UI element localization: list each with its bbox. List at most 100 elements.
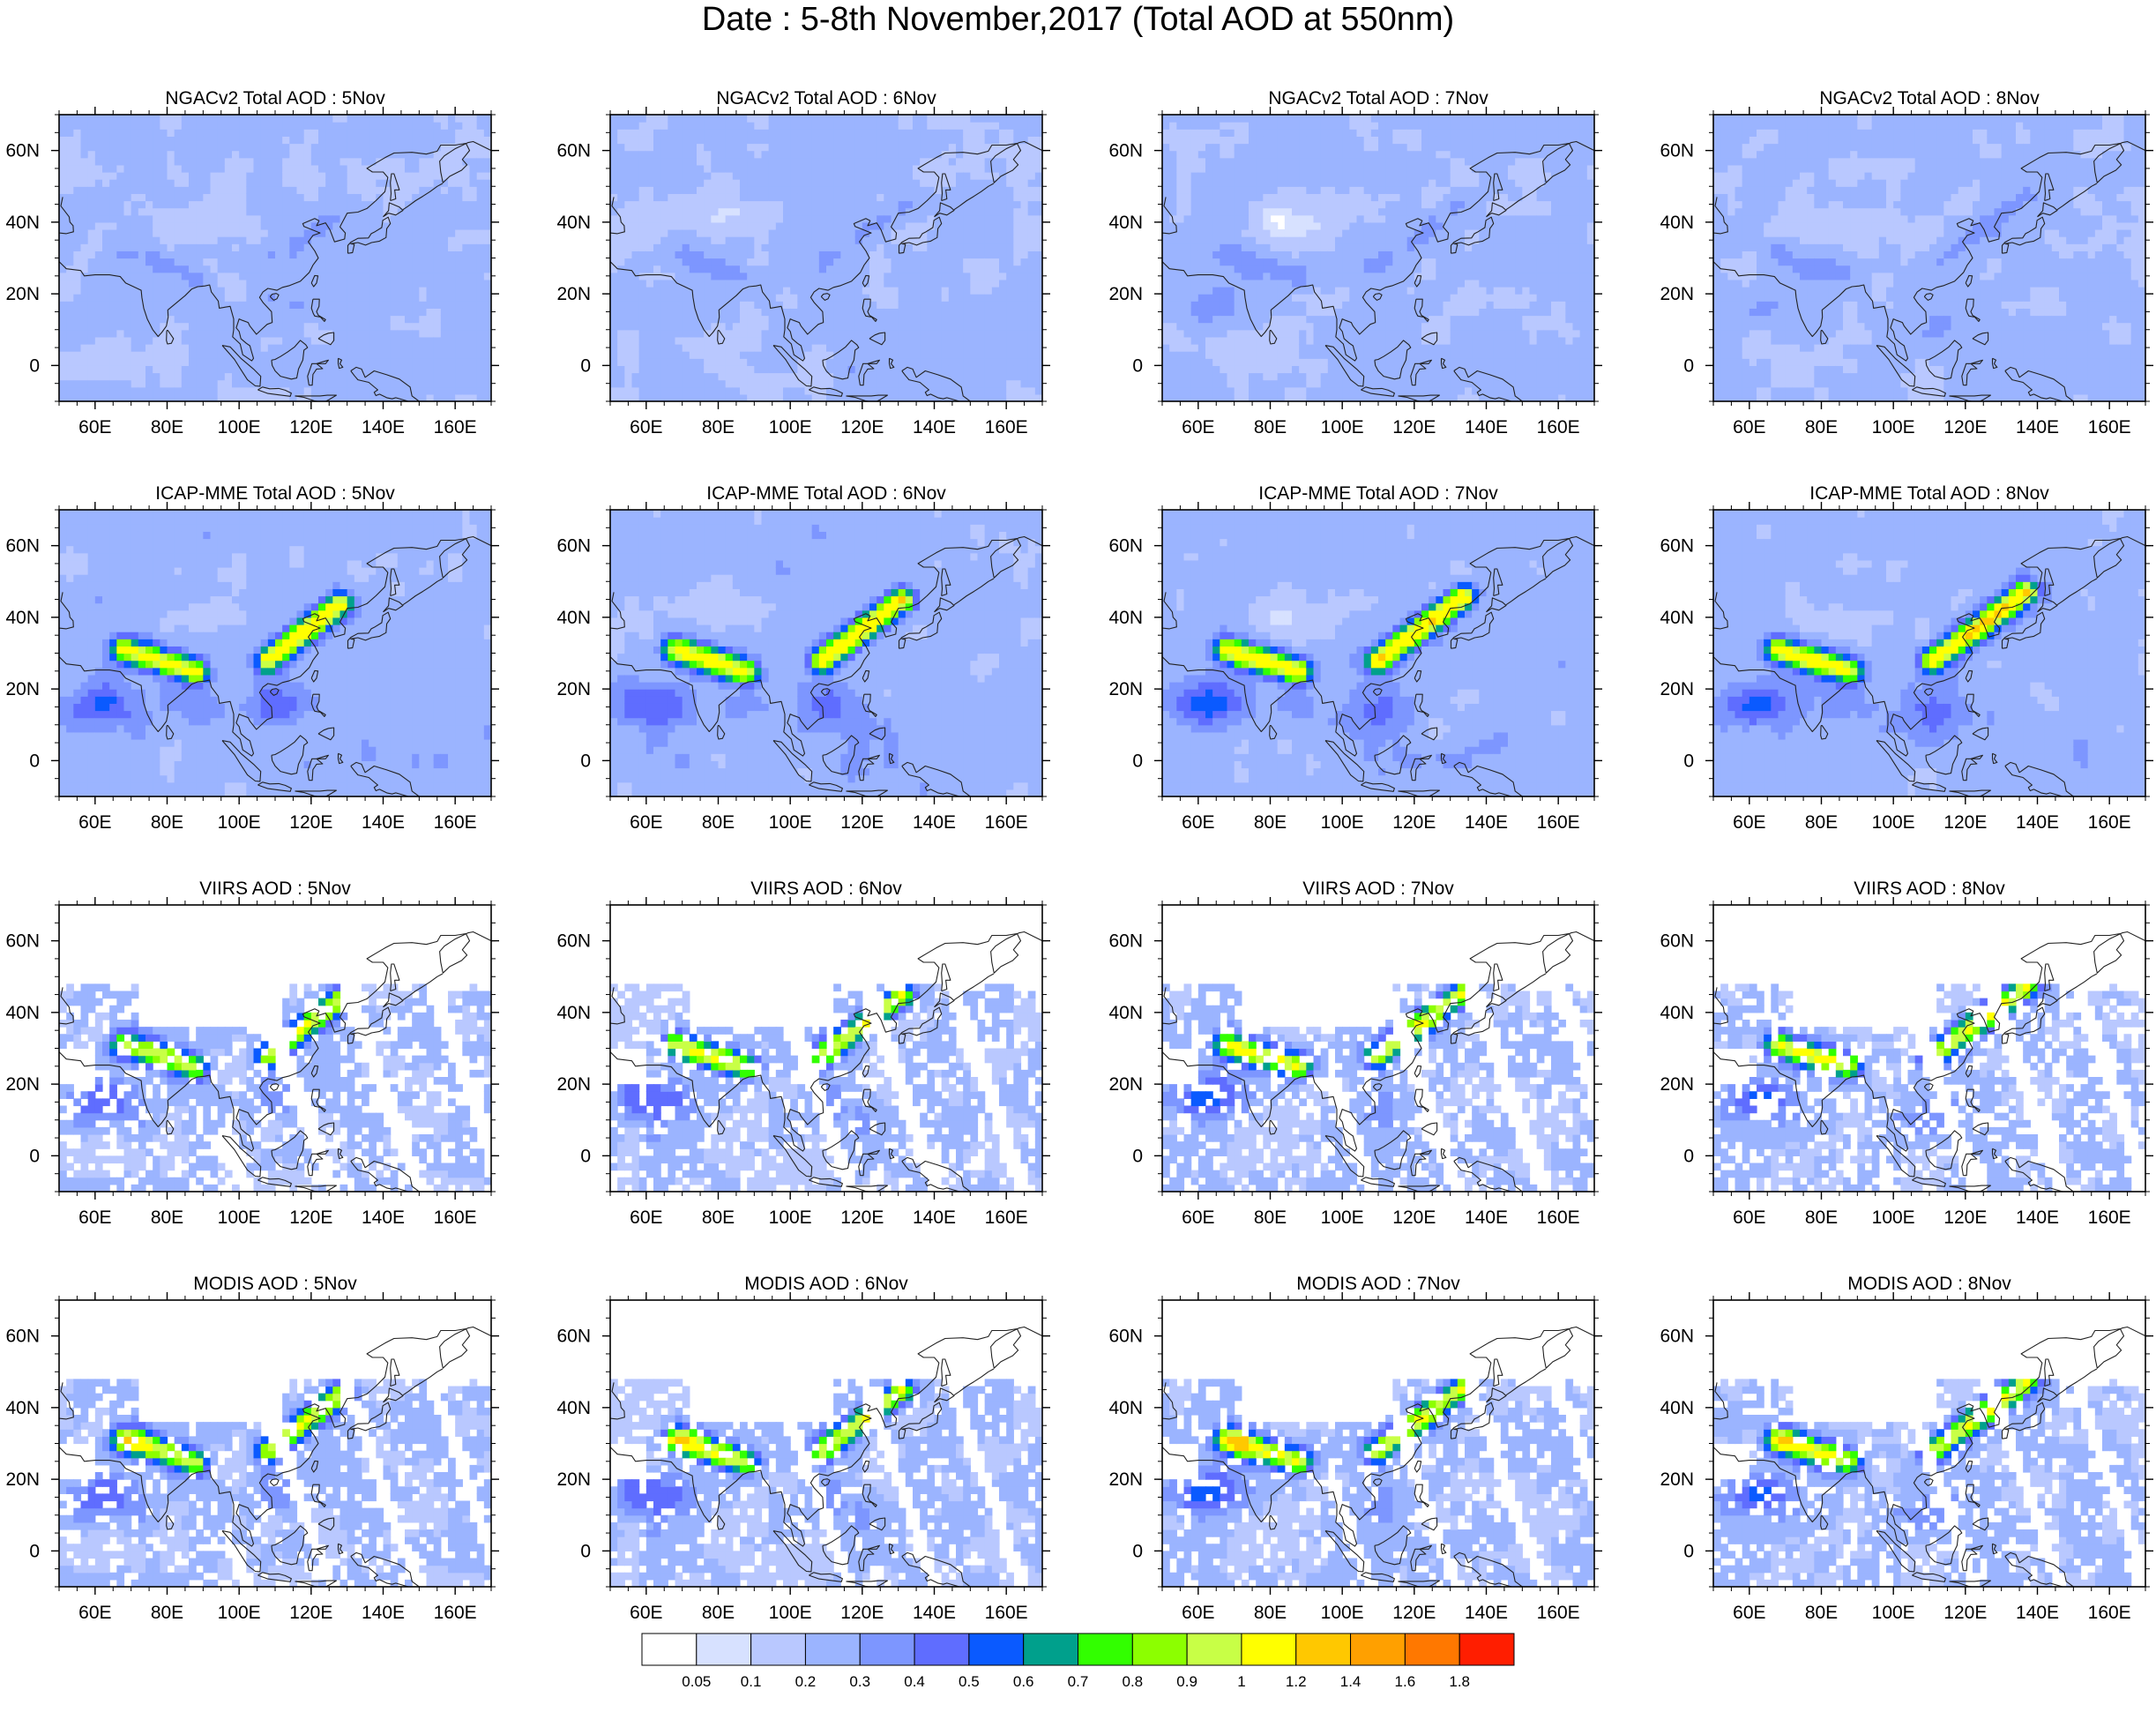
map-panel: VIIRS AOD : 7Nov 60E 80E 100E 120E 140E 160E 60… (1108, 878, 1602, 1228)
lon-tick-label: 60E (1733, 417, 1765, 437)
aod-field (610, 115, 1042, 401)
lon-tick-label: 80E (1254, 1603, 1287, 1623)
lon-tick-label: 100E (769, 1603, 812, 1623)
map-panel: ICAP-MME Total AOD : 5Nov 60E 80E 100E 120E 1… (5, 483, 499, 833)
panel-title: NGACv2 Total AOD : 7Nov (1268, 88, 1488, 108)
lon-tick-label: 100E (1872, 417, 1915, 437)
colorbar: 0.05 0.1 0.2 0.3 0.4 0.5 0.6 0.7 0.8 0.9 1 1.2 1.4 1.… (641, 1633, 1515, 1690)
lon-tick-label: 60E (78, 1207, 111, 1228)
lon-tick-label: 100E (1321, 812, 1364, 833)
lon-tick-label: 80E (702, 812, 735, 833)
lon-tick-label: 80E (702, 1603, 735, 1623)
colorbar-label: 0.9 (1176, 1673, 1197, 1690)
map-panel: MODIS AOD : 8Nov 60E 80E 100E 120E 140E 160E 60… (1660, 1274, 2153, 1623)
lon-tick-label: 160E (434, 1603, 477, 1623)
coastlines (59, 140, 491, 401)
colorbar-swatch (1023, 1633, 1078, 1666)
lon-tick-label: 120E (1943, 812, 1987, 833)
lat-tick-label: 40N (556, 213, 591, 233)
lon-tick-label: 140E (362, 1603, 405, 1623)
lat-tick-label: 20N (1108, 1074, 1143, 1095)
lon-tick-label: 120E (1392, 417, 1436, 437)
map-panel: NGACv2 Total AOD : 7Nov 60E 80E 100E 120E 140… (1108, 88, 1602, 437)
lon-tick-label: 100E (1872, 1603, 1915, 1623)
coastlines (610, 1326, 1042, 1587)
panel-title: ICAP-MME Total AOD : 7Nov (1258, 483, 1498, 504)
lat-tick-label: 20N (556, 679, 591, 699)
lat-tick-label: 0 (580, 355, 591, 376)
lon-tick-label: 100E (218, 1603, 261, 1623)
map-panel: MODIS AOD : 5Nov 60E 80E 100E 120E 140E 160E 60… (5, 1274, 499, 1623)
lat-tick-label: 40N (1108, 1003, 1143, 1023)
lon-tick-label: 120E (289, 1207, 332, 1228)
coastlines (1713, 535, 2145, 796)
lat-tick-label: 40N (1660, 1398, 1694, 1418)
colorbar-swatch (804, 1633, 861, 1666)
aod-field (610, 510, 1042, 796)
lat-tick-label: 20N (1108, 284, 1143, 304)
lon-tick-label: 100E (1872, 1207, 1915, 1228)
lon-tick-label: 60E (1182, 417, 1214, 437)
colorbar-swatch (914, 1633, 970, 1666)
lat-tick-label: 0 (1132, 751, 1143, 771)
lon-tick-label: 140E (362, 417, 405, 437)
aod-field (1162, 1300, 1594, 1587)
lon-tick-label: 60E (78, 1603, 111, 1623)
lon-tick-label: 160E (434, 812, 477, 833)
lat-tick-label: 40N (556, 608, 591, 628)
lon-tick-label: 80E (1805, 1603, 1838, 1623)
lon-tick-label: 140E (2016, 1603, 2059, 1623)
lon-tick-label: 140E (2016, 1207, 2059, 1228)
map-panel: NGACv2 Total AOD : 8Nov 60E 80E 100E 120E 140… (1660, 88, 2153, 437)
coastlines (610, 140, 1042, 401)
panel-title: NGACv2 Total AOD : 6Nov (716, 88, 936, 108)
lon-tick-label: 120E (1392, 812, 1436, 833)
lat-tick-label: 60N (1108, 931, 1143, 952)
lon-tick-label: 140E (2016, 417, 2059, 437)
lon-tick-label: 140E (1465, 1207, 1508, 1228)
lat-tick-label: 0 (580, 751, 591, 771)
lon-tick-label: 140E (913, 417, 956, 437)
lon-tick-label: 160E (1537, 812, 1580, 833)
lon-tick-label: 160E (985, 417, 1028, 437)
lat-tick-label: 40N (1108, 608, 1143, 628)
colorbar-label: 0.8 (1122, 1673, 1143, 1690)
aod-field (59, 905, 491, 1192)
map-panel: ICAP-MME Total AOD : 7Nov 60E 80E 100E 120E 1… (1108, 483, 1602, 833)
coastlines (59, 1326, 491, 1587)
lon-tick-label: 60E (1733, 812, 1765, 833)
lon-tick-label: 80E (1805, 417, 1838, 437)
map-panel: MODIS AOD : 7Nov 60E 80E 100E 120E 140E 160E 60… (1108, 1274, 1602, 1623)
lon-tick-label: 60E (630, 1207, 662, 1228)
main-title: Date : 5-8th November,2017 (Total AOD at… (0, 0, 2156, 39)
lon-tick-label: 120E (1392, 1603, 1436, 1623)
panel-title: MODIS AOD : 8Nov (1847, 1274, 2011, 1294)
lon-tick-label: 140E (1465, 417, 1508, 437)
lon-tick-label: 80E (1254, 417, 1287, 437)
lat-tick-label: 20N (1660, 284, 1694, 304)
lat-tick-label: 40N (556, 1003, 591, 1023)
panel-title: MODIS AOD : 6Nov (744, 1274, 908, 1294)
lat-tick-label: 60N (1108, 141, 1143, 161)
lat-tick-label: 60N (1108, 536, 1143, 557)
colorbar-label: 0.5 (959, 1673, 980, 1690)
lat-tick-label: 20N (1660, 1469, 1694, 1490)
lon-tick-label: 100E (218, 812, 261, 833)
aod-field (610, 905, 1042, 1192)
lon-tick-label: 60E (1733, 1603, 1765, 1623)
lon-tick-label: 160E (985, 812, 1028, 833)
lat-tick-label: 60N (5, 931, 40, 952)
colorbar-swatch (1350, 1633, 1406, 1666)
map-panel: VIIRS AOD : 5Nov 60E 80E 100E 120E 140E 160E 60… (5, 878, 499, 1228)
lon-tick-label: 80E (151, 1207, 183, 1228)
lon-tick-label: 100E (1321, 417, 1364, 437)
lat-tick-label: 0 (1683, 1146, 1694, 1166)
colorbar-label: 1.4 (1340, 1673, 1361, 1690)
lon-tick-label: 140E (913, 812, 956, 833)
lon-tick-label: 80E (151, 1603, 183, 1623)
lat-tick-label: 0 (1683, 1541, 1694, 1561)
lon-tick-label: 100E (1872, 812, 1915, 833)
colorbar-swatch (968, 1633, 1025, 1666)
